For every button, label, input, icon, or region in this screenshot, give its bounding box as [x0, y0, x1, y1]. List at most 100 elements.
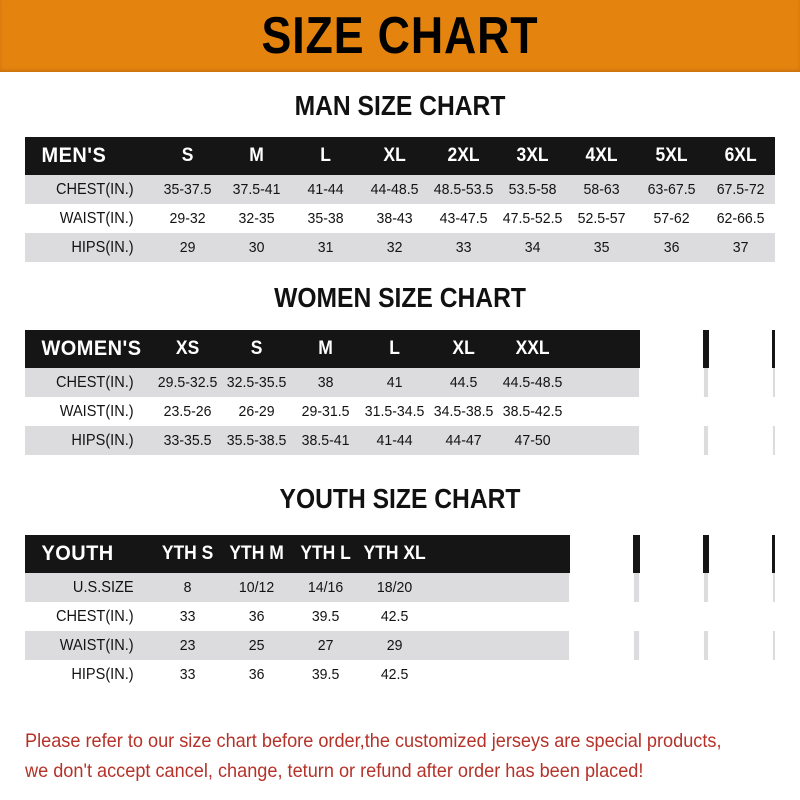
women-size-header-empty	[639, 330, 703, 368]
page-banner: SIZE CHART	[0, 0, 800, 72]
table-cell: 48.5-53.5	[433, 181, 494, 198]
man-size-header-6xl: 6XL	[724, 145, 757, 166]
table-cell: 31.5-34.5	[364, 403, 425, 420]
table-row: U.S.SIZE 8 10/12 14/16 18/20	[25, 573, 775, 602]
table-cell-empty	[431, 631, 496, 660]
man-size-header-5xl: 5XL	[655, 145, 688, 166]
table-cell-empty	[570, 426, 635, 455]
table-cell-empty	[569, 631, 635, 660]
table-cell: 35.5-38.5	[226, 432, 287, 449]
table-cell-empty	[500, 602, 565, 631]
page-title: SIZE CHART	[261, 7, 539, 65]
youth-size-header-empty	[639, 535, 703, 573]
table-cell: 52.5-57	[578, 210, 626, 227]
women-size-header-xs: XS	[175, 338, 199, 359]
table-cell-empty	[570, 368, 635, 397]
women-size-header-m: M	[318, 338, 333, 359]
table-cell: 29-32	[169, 210, 206, 227]
youth-size-header-empty	[501, 535, 565, 573]
table-cell: 58-63	[583, 181, 621, 198]
table-row: CHEST(IN.) 35-37.5 37.5-41 41-44 44-48.5 48.5…	[25, 175, 775, 204]
man-size-header-2xl: 2XL	[447, 145, 480, 166]
table-cell-empty	[569, 660, 635, 689]
table-cell-empty	[707, 397, 773, 426]
table-cell-empty	[707, 660, 773, 689]
table-cell: 27	[317, 637, 334, 654]
man-measure-label: WAIST(IN.)	[59, 209, 134, 227]
table-cell: 10/12	[238, 579, 274, 596]
table-cell: 36	[663, 239, 680, 256]
table-cell-empty	[638, 660, 704, 689]
table-cell: 36	[248, 666, 265, 683]
table-cell: 29.5-32.5	[157, 374, 217, 391]
table-cell-empty	[638, 573, 704, 602]
table-cell: 29	[386, 637, 403, 654]
youth-size-header-yth-s: YTH S	[161, 543, 213, 564]
youth-size-header-yth-l: YTH L	[300, 543, 351, 564]
table-cell: 35	[594, 239, 610, 256]
table-cell: 14/16	[307, 579, 344, 596]
youth-measure-label: WAIST(IN.)	[59, 636, 134, 654]
women-section-title: WOMEN SIZE CHART	[274, 282, 526, 313]
table-row: WAIST(IN.) 23.5-26 26-29 29-31.5 31.5-34.5 34…	[25, 397, 775, 426]
women-row-label-header: WOMEN'S	[41, 337, 142, 360]
table-cell: 57-62	[653, 210, 690, 227]
table-cell-empty	[638, 368, 704, 397]
table-cell: 47.5-52.5	[503, 210, 563, 227]
table-cell-empty	[569, 602, 635, 631]
youth-table-header-row: YOUTH YTH S YTH M YTH L YTH XL	[25, 535, 775, 573]
table-row: WAIST(IN.) 23 25 27 29	[25, 631, 775, 660]
table-cell: 34	[525, 239, 541, 256]
table-cell: 37	[732, 239, 749, 256]
table-cell: 62-66.5	[716, 210, 765, 227]
women-measure-label: HIPS(IN.)	[71, 431, 134, 449]
youth-size-header-empty	[570, 535, 634, 573]
table-cell: 25	[248, 637, 265, 654]
table-cell: 63-67.5	[647, 181, 696, 198]
man-size-section: MAN SIZE CHART MEN'S S M L XL 2XL 3XL 4XL 5XL 6XL…	[0, 92, 800, 262]
table-cell: 39.5	[311, 608, 340, 625]
table-row: HIPS(IN.) 29 30 31 32 33 34 35 36 37	[25, 233, 775, 262]
table-cell: 37.5-41	[232, 181, 281, 198]
table-cell: 38	[317, 374, 334, 391]
order-policy-line-2: we don't accept cancel, change, teturn o…	[25, 760, 644, 783]
man-size-header-s: S	[181, 145, 193, 166]
table-cell: 34.5-38.5	[433, 403, 494, 420]
man-measure-label: CHEST(IN.)	[55, 180, 134, 198]
man-size-table: MEN'S S M L XL 2XL 3XL 4XL 5XL 6XL CHEST(IN.) 35-37…	[25, 137, 775, 262]
table-cell: 44-47	[445, 432, 482, 449]
table-cell: 30	[248, 239, 265, 256]
table-cell-empty	[431, 602, 496, 631]
table-cell: 33-35.5	[163, 432, 212, 449]
women-size-header-xxl: XXL	[515, 338, 550, 359]
table-cell: 33	[179, 608, 195, 625]
table-row: HIPS(IN.) 33 36 39.5 42.5	[25, 660, 775, 689]
table-cell: 36	[248, 608, 265, 625]
table-cell: 67.5-72	[716, 181, 765, 198]
table-cell: 32	[386, 239, 403, 256]
table-cell: 44-48.5	[370, 181, 419, 198]
table-cell: 23	[179, 637, 195, 654]
table-cell-empty	[707, 573, 773, 602]
table-cell: 29-31.5	[301, 403, 350, 420]
youth-size-section: YOUTH SIZE CHART YOUTH YTH S YTH M YTH L YTH…	[0, 485, 800, 689]
women-measure-label: CHEST(IN.)	[55, 373, 134, 391]
table-cell-empty	[500, 660, 565, 689]
table-cell: 41-44	[307, 181, 344, 198]
table-cell: 32.5-35.5	[226, 374, 287, 391]
women-size-header-xl: XL	[452, 338, 475, 359]
table-cell-empty	[570, 397, 635, 426]
women-size-header-l: L	[389, 338, 400, 359]
table-cell: 26-29	[238, 403, 275, 420]
table-cell: 38.5-42.5	[503, 403, 563, 420]
order-policy-line-1: Please refer to our size chart before or…	[25, 730, 722, 752]
table-cell-empty	[638, 426, 704, 455]
man-size-header-m: M	[248, 145, 264, 166]
table-cell-empty	[500, 631, 565, 660]
table-cell-empty	[431, 573, 496, 602]
youth-row-label-header: YOUTH	[41, 542, 114, 565]
table-cell: 41-44	[376, 432, 413, 449]
table-cell: 18/20	[376, 579, 413, 596]
table-cell: 31	[317, 239, 334, 256]
youth-size-header-empty	[708, 535, 773, 573]
